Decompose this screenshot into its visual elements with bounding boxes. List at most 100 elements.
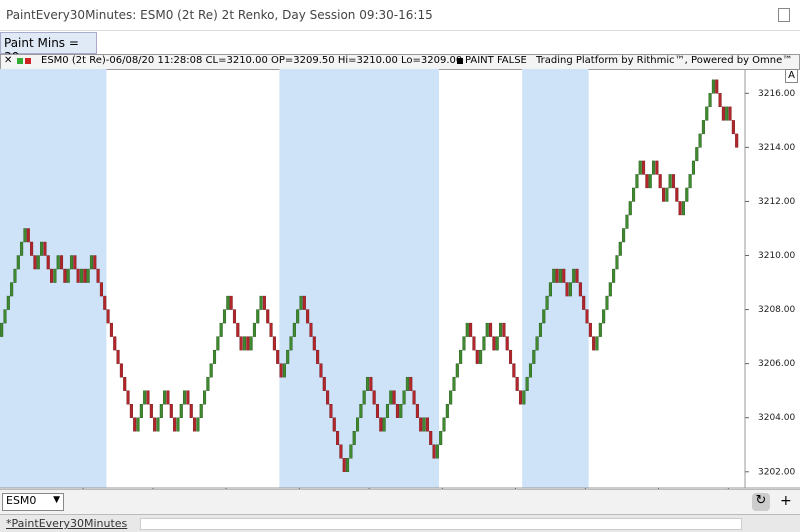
- renko-brick: [462, 336, 466, 351]
- renko-brick: [695, 147, 699, 162]
- renko-brick: [236, 322, 240, 337]
- renko-brick: [628, 201, 632, 216]
- renko-brick: [69, 255, 74, 270]
- renko-brick: [638, 160, 642, 175]
- renko-brick: [89, 255, 93, 270]
- window-title: PaintEvery30Minutes: ESM0 (2t Re) 2t Ren…: [6, 8, 433, 22]
- renko-brick: [429, 431, 433, 445]
- renko-brick: [262, 295, 266, 310]
- renko-brick: [419, 417, 423, 432]
- renko-brick: [715, 79, 719, 94]
- renko-brick: [332, 417, 336, 432]
- renko-brick: [342, 458, 346, 472]
- renko-brick: [375, 404, 380, 418]
- renko-brick: [53, 268, 57, 283]
- renko-brick: [635, 174, 639, 189]
- renko-brick: [728, 106, 732, 121]
- auto-button[interactable]: A: [785, 69, 798, 83]
- renko-brick: [655, 160, 659, 175]
- renko-brick: [46, 255, 50, 270]
- renko-brick: [532, 349, 536, 364]
- renko-brick: [63, 268, 67, 283]
- renko-brick: [292, 322, 296, 337]
- renko-brick: [718, 93, 722, 108]
- renko-brick: [346, 458, 350, 472]
- renko-brick: [535, 336, 539, 351]
- renko-brick: [402, 390, 406, 405]
- renko-brick: [222, 309, 227, 324]
- renko-brick: [163, 390, 167, 405]
- renko-brick: [432, 444, 436, 459]
- renko-brick: [538, 322, 542, 337]
- renko-brick: [455, 363, 459, 378]
- renko-brick: [359, 404, 363, 418]
- tab[interactable]: Paint Mins = 30: [0, 32, 97, 64]
- renko-brick: [648, 174, 652, 189]
- renko-brick: [176, 417, 180, 432]
- y-tick-label: 3204.00: [758, 413, 795, 423]
- y-tick-label: 3214.00: [758, 143, 795, 153]
- renko-brick: [169, 404, 173, 418]
- renko-brick: [6, 295, 10, 310]
- renko-brick: [705, 106, 709, 121]
- renko-brick: [79, 268, 84, 283]
- renko-brick: [489, 322, 493, 337]
- credit: Trading Platform by Rithmic™, Powered by…: [536, 55, 793, 66]
- renko-brick: [242, 336, 246, 351]
- toolbar: ESM0 ▼ ↻ +: [0, 489, 800, 515]
- renko-brick: [615, 255, 619, 270]
- renko-brick: [415, 404, 419, 418]
- renko-brick: [282, 363, 286, 378]
- renko-brick: [552, 268, 556, 283]
- renko-brick: [412, 390, 416, 405]
- renko-brick: [119, 363, 123, 378]
- renko-brick: [505, 336, 509, 351]
- close-icon[interactable]: ✕: [4, 55, 13, 66]
- renko-brick: [525, 376, 529, 391]
- bottom-tab[interactable]: *PaintEvery30Minutes: [6, 517, 128, 530]
- renko-brick: [296, 309, 300, 324]
- renko-brick: [0, 322, 4, 337]
- renko-brick: [186, 390, 190, 405]
- renko-brick: [362, 390, 366, 405]
- renko-brick: [632, 187, 636, 202]
- icon: [25, 58, 31, 64]
- renko-brick: [133, 417, 137, 432]
- chart: 3202.00 3204.00 3206.00 3208.00 3210.00 3212.…: [0, 69, 800, 489]
- add[interactable]: +: [780, 493, 792, 509]
- renko-brick: [698, 133, 702, 148]
- renko-brick: [239, 336, 243, 351]
- renko-brick: [203, 390, 207, 405]
- renko-brick: [445, 404, 449, 418]
- icon: [17, 58, 23, 64]
- info: ESM0 (2t Re)-06/08/20 11:28:08 CL=3210.0…: [41, 55, 463, 66]
- renko-brick: [585, 309, 589, 324]
- scrollbar[interactable]: [140, 518, 742, 530]
- renko-brick: [59, 255, 64, 270]
- renko-brick: [86, 268, 90, 283]
- renko-brick: [582, 295, 586, 310]
- maximize[interactable]: [778, 8, 790, 22]
- renko-brick: [3, 309, 7, 324]
- y-tick-label: 3210.00: [758, 251, 795, 261]
- renko-brick: [558, 268, 562, 283]
- renko-brick: [469, 322, 473, 337]
- renko-brick: [289, 336, 293, 351]
- renko-brick: [276, 349, 280, 364]
- symbol-select[interactable]: ESM0 ▼: [2, 493, 64, 511]
- renko-brick: [422, 417, 426, 432]
- renko-brick: [16, 255, 20, 270]
- renko-brick: [385, 404, 389, 418]
- renko-brick: [356, 417, 360, 432]
- renko-brick: [139, 404, 143, 418]
- refresh[interactable]: ↻: [752, 493, 770, 511]
- renko-brick: [179, 404, 183, 418]
- renko-brick: [602, 309, 606, 324]
- renko-brick: [625, 214, 629, 229]
- renko-brick: [106, 309, 110, 324]
- renko-brick: [642, 160, 646, 175]
- renko-brick: [479, 349, 483, 364]
- renko-brick: [306, 309, 310, 324]
- tab-strip: *PaintEvery30Minutes: [0, 514, 800, 532]
- renko-brick: [735, 133, 739, 148]
